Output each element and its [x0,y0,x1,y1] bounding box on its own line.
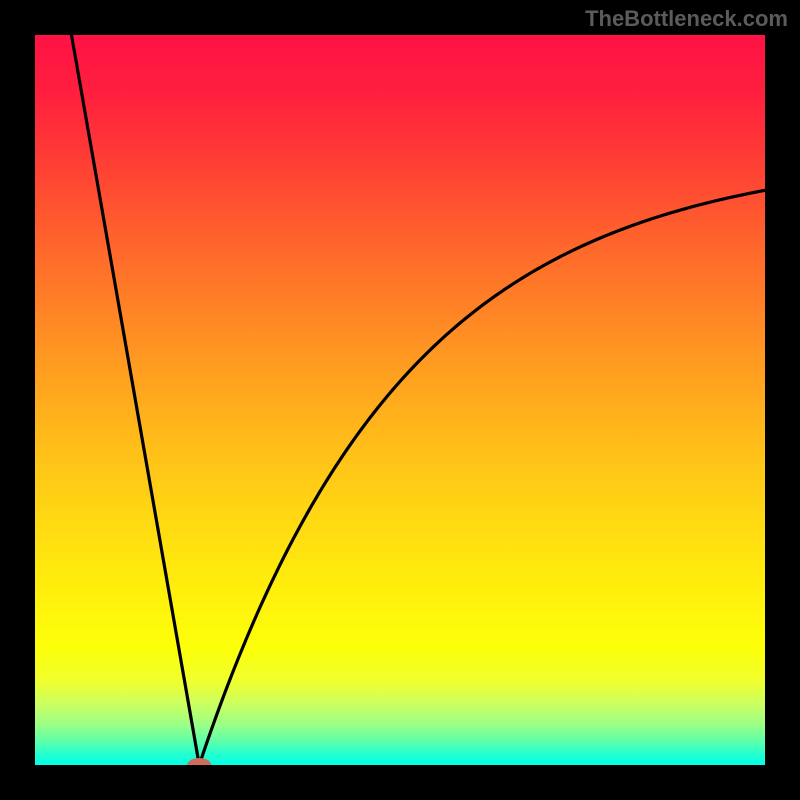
chart-container: TheBottleneck.com [0,0,800,800]
watermark-text: TheBottleneck.com [585,6,788,32]
bottleneck-chart [0,0,800,800]
plot-background [35,35,765,765]
